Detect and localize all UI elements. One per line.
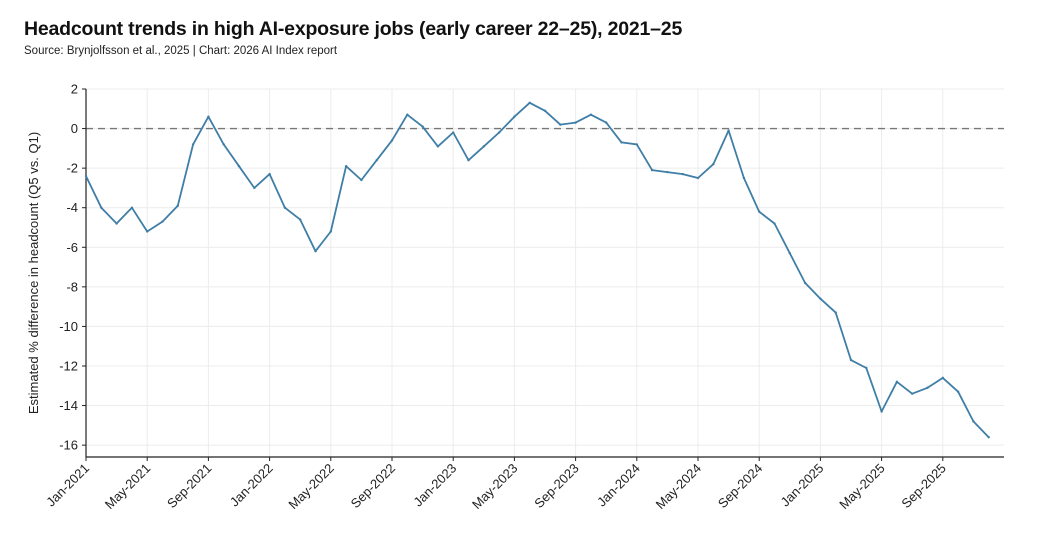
y-axis-ticks: 2 0 -2 -4 -6 -8 -10 -12 -14 -16 <box>59 82 86 453</box>
data-point <box>344 164 348 168</box>
data-point <box>574 121 577 124</box>
y-tick-label: -10 <box>59 319 78 334</box>
y-tick-label: -8 <box>66 279 78 294</box>
data-point <box>972 420 975 423</box>
axes <box>85 89 1004 458</box>
data-point <box>467 159 470 162</box>
data-point <box>176 204 179 207</box>
x-tick-label: May-2024 <box>653 461 704 512</box>
data-point <box>375 159 378 162</box>
data-point <box>329 230 332 233</box>
data-point <box>773 222 776 225</box>
data-point <box>880 410 883 413</box>
data-point <box>528 101 531 105</box>
data-point <box>237 164 241 168</box>
x-tick-label: Sep-2023 <box>531 461 581 511</box>
x-tick-label: May-2021 <box>102 461 153 512</box>
y-tick-label: -6 <box>66 240 78 255</box>
data-point <box>207 115 210 118</box>
y-tick-label: 0 <box>71 121 78 136</box>
y-tick-label: -2 <box>66 161 78 176</box>
data-point <box>268 172 271 176</box>
data-point <box>253 186 256 190</box>
data-point <box>895 380 899 384</box>
data-point <box>436 145 440 148</box>
y-axis-title: Estimated % difference in headcount (Q5 … <box>26 132 41 414</box>
data-point <box>712 162 715 166</box>
data-point <box>130 206 134 209</box>
x-tick-label: Sep-2021 <box>164 461 214 511</box>
chart-subtitle: Source: Brynjolfsson et al., 2025 | Char… <box>24 45 338 57</box>
y-tick-label: 2 <box>71 82 78 97</box>
data-point <box>390 139 394 142</box>
data-point <box>146 230 149 233</box>
data-point <box>926 386 929 389</box>
data-point <box>115 222 118 225</box>
y-tick-label: -4 <box>66 200 78 215</box>
x-tick-label: May-2025 <box>836 461 887 512</box>
data-point <box>283 206 287 209</box>
x-tick-label: May-2022 <box>285 461 336 512</box>
x-tick-label: Sep-2022 <box>348 461 398 511</box>
data-point <box>406 113 409 116</box>
x-tick-label: Jan-2024 <box>594 461 643 510</box>
x-tick-label: May-2023 <box>469 461 520 512</box>
data-point <box>222 143 225 146</box>
data-point <box>849 358 853 362</box>
data-point <box>452 131 455 134</box>
series-group <box>84 101 990 439</box>
x-tick-label: Sep-2025 <box>898 461 948 511</box>
data-point <box>191 143 195 146</box>
data-point <box>482 145 485 148</box>
data-point <box>987 436 990 439</box>
data-point <box>620 141 623 144</box>
y-tick-label: -16 <box>59 438 78 453</box>
x-tick-label: Jan-2021 <box>43 461 92 510</box>
x-tick-label: Sep-2024 <box>715 461 765 511</box>
y-tick-label: -12 <box>59 358 78 373</box>
x-axis-ticks: Jan-2021 May-2021 Sep-2021 Jan-2022 May-2022… <box>43 457 949 512</box>
data-point <box>421 125 424 128</box>
data-point <box>788 252 791 255</box>
data-point <box>360 178 363 182</box>
x-tick-label: Jan-2023 <box>410 461 459 510</box>
data-point <box>803 281 807 285</box>
data-point <box>956 390 960 393</box>
data-point <box>696 176 700 180</box>
data-point <box>635 143 638 146</box>
data-point <box>941 376 944 380</box>
data-point <box>161 220 164 223</box>
x-tick-label: Jan-2022 <box>227 461 276 510</box>
data-point <box>497 131 501 134</box>
data-point <box>834 311 837 314</box>
data-point <box>911 392 914 395</box>
y-tick-label: -14 <box>59 398 78 413</box>
data-point <box>100 206 103 209</box>
data-point <box>543 109 547 112</box>
series-line <box>85 101 990 439</box>
data-point <box>513 115 516 118</box>
data-point <box>819 297 822 300</box>
data-point <box>84 174 88 178</box>
x-tick-label: Jan-2025 <box>778 461 827 510</box>
data-point <box>314 250 317 253</box>
data-point <box>589 113 593 116</box>
data-point <box>758 210 761 213</box>
data-point <box>559 123 562 126</box>
data-point <box>605 121 608 124</box>
data-point <box>727 129 730 132</box>
chart-title: Headcount trends in high AI-exposure job… <box>24 18 683 40</box>
data-point <box>681 172 684 176</box>
data-point <box>666 170 669 174</box>
data-point <box>865 366 868 370</box>
data-point <box>299 218 302 221</box>
data-point <box>650 168 654 172</box>
data-point <box>742 176 746 180</box>
